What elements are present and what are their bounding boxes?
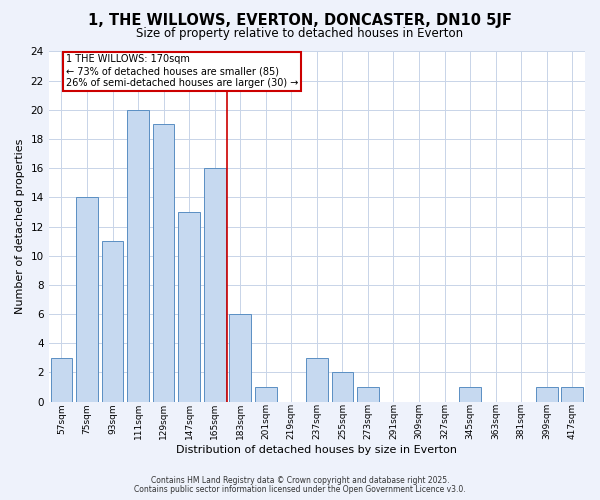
Bar bbox=[153, 124, 175, 402]
Text: 1 THE WILLOWS: 170sqm
← 73% of detached houses are smaller (85)
26% of semi-deta: 1 THE WILLOWS: 170sqm ← 73% of detached … bbox=[66, 54, 298, 88]
Text: 1, THE WILLOWS, EVERTON, DONCASTER, DN10 5JF: 1, THE WILLOWS, EVERTON, DONCASTER, DN10… bbox=[88, 12, 512, 28]
Bar bbox=[76, 198, 98, 402]
Bar bbox=[332, 372, 353, 402]
Text: Size of property relative to detached houses in Everton: Size of property relative to detached ho… bbox=[136, 28, 464, 40]
Bar bbox=[536, 387, 557, 402]
Text: Contains public sector information licensed under the Open Government Licence v3: Contains public sector information licen… bbox=[134, 485, 466, 494]
Bar bbox=[562, 387, 583, 402]
Bar bbox=[357, 387, 379, 402]
Bar bbox=[255, 387, 277, 402]
Bar bbox=[306, 358, 328, 402]
Bar bbox=[178, 212, 200, 402]
Bar bbox=[127, 110, 149, 402]
Bar bbox=[50, 358, 72, 402]
X-axis label: Distribution of detached houses by size in Everton: Distribution of detached houses by size … bbox=[176, 445, 457, 455]
Bar bbox=[229, 314, 251, 402]
Bar bbox=[459, 387, 481, 402]
Text: Contains HM Land Registry data © Crown copyright and database right 2025.: Contains HM Land Registry data © Crown c… bbox=[151, 476, 449, 485]
Bar bbox=[204, 168, 226, 402]
Bar bbox=[101, 241, 124, 402]
Y-axis label: Number of detached properties: Number of detached properties bbox=[15, 139, 25, 314]
